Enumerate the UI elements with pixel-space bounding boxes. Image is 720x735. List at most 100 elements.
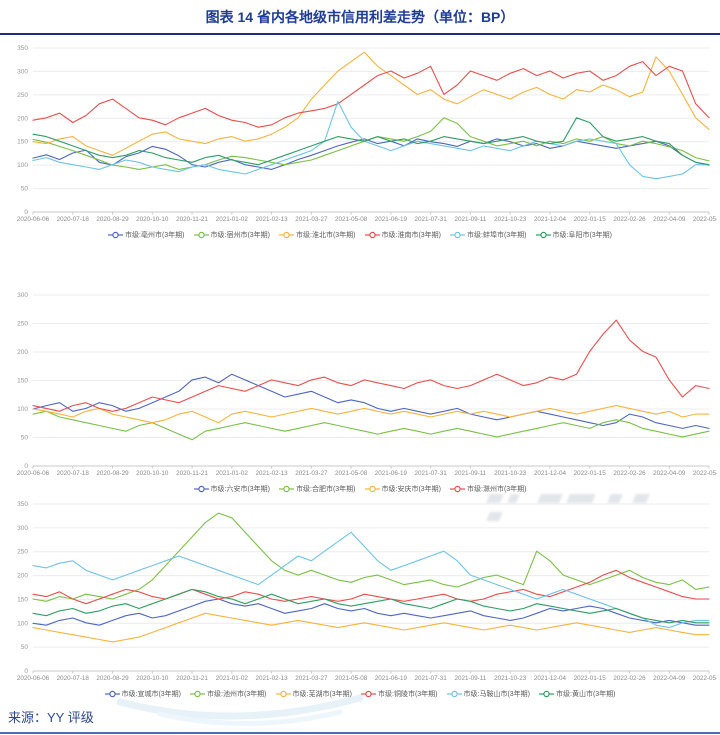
legend-item: 市级:六安市(3年期)	[193, 484, 270, 494]
legend-label: 市级:马鞍山市(3年期)	[463, 691, 531, 698]
chart-north-cities: 0 50 100 150 200 250 300 350 2020-06-06 2020-07-1…	[0, 39, 720, 241]
series-line	[32, 405, 710, 424]
chart-legend: 市级:宣城市(3年期) 市级:池州市(3年期) 市级:芜湖市(3年期) 市级:铜陵市(…	[0, 688, 720, 700]
x-axis-label: 2021-02-13	[255, 675, 288, 682]
x-axis-label: 2020-10-10	[136, 470, 169, 477]
x-axis-label: 2022-01-15	[574, 675, 607, 682]
x-axis-label: 2022-02-26	[613, 470, 646, 477]
bottom-divider	[0, 732, 720, 734]
x-axis-label: 2021-02-13	[255, 470, 288, 477]
legend-marker-icon	[190, 690, 205, 698]
x-axis-label: 2021-01-02	[216, 216, 249, 223]
series-line	[32, 410, 710, 441]
legend-label: 市级:黄山市(3年期)	[556, 691, 616, 698]
legend-label: 市级:阜阳市(3年期)	[552, 232, 613, 239]
x-axis-label: 2021-05-08	[335, 675, 368, 682]
series-line	[32, 598, 710, 626]
series-line	[32, 588, 710, 624]
y-axis-label: 50	[21, 186, 29, 193]
chart-plot-area: 0 50 100 150 200 250 300 2020-06-06 2020-07-18 20…	[0, 288, 720, 479]
legend-marker-icon	[361, 690, 376, 698]
y-axis-label: 50	[21, 644, 29, 651]
series-line	[32, 569, 710, 605]
x-axis-label: 2021-09-11	[455, 675, 487, 682]
legend-label: 市级:淮南市(3年期)	[381, 232, 442, 239]
x-axis-label: 2021-05-08	[335, 470, 368, 477]
legend-marker-icon	[364, 485, 380, 493]
x-axis-label: 2021-03-27	[295, 216, 328, 223]
x-axis-label: 2022-05-21	[693, 470, 717, 477]
x-axis-label: 2020-08-29	[96, 216, 129, 223]
x-axis-label: 2022-02-26	[613, 675, 646, 682]
series-line	[32, 319, 710, 412]
series-line	[32, 117, 710, 166]
x-axis-label: 2022-01-15	[574, 216, 607, 223]
series-line	[32, 100, 710, 180]
y-axis-label: 150	[17, 139, 28, 146]
y-axis-label: 200	[17, 115, 28, 122]
legend-marker-icon	[450, 485, 465, 493]
series-line	[32, 61, 710, 128]
legend-item: 市级:蚌埠市(3年期)	[450, 230, 527, 240]
legend-label: 市级:芜湖市(3年期)	[292, 691, 353, 698]
x-axis-label: 2022-02-26	[613, 216, 646, 223]
chart-legend: 市级:亳州市(3年期) 市级:宿州市(3年期) 市级:淮北市(3年期) 市级:淮南市(…	[0, 229, 720, 241]
legend-label: 市级:合肥市(3年期)	[296, 486, 356, 493]
series-line	[32, 531, 710, 629]
x-axis-label: 2021-10-23	[494, 216, 527, 223]
x-axis-label: 2020-07-18	[57, 216, 90, 223]
legend-item: 市级:合肥市(3年期)	[279, 484, 356, 494]
y-axis-label: 300	[17, 525, 28, 532]
source-text: 来源：YY 评级	[8, 710, 94, 725]
x-axis-label: 2021-05-08	[335, 216, 368, 223]
x-axis-label: 2021-10-23	[494, 470, 527, 477]
x-axis-label: 2021-12-04	[534, 675, 567, 682]
chart-canvas: 0 50 100 150 200 250 300 350 2020-06-06 2020-07-1…	[17, 501, 717, 682]
x-axis-label: 2022-05-21	[693, 675, 717, 682]
x-axis-label: 2020-08-29	[96, 470, 129, 477]
x-axis-label: 2022-05-21	[693, 216, 717, 223]
x-axis-label: 2021-03-27	[295, 675, 328, 682]
y-axis-label: 0	[24, 209, 28, 216]
x-axis-label: 2021-07-31	[415, 470, 448, 477]
legend-label: 市级:蚌埠市(3年期)	[467, 232, 527, 239]
x-axis-label: 2021-12-04	[534, 470, 567, 477]
x-axis-label: 2020-07-18	[57, 470, 90, 477]
y-axis-label: 350	[17, 501, 28, 508]
y-axis-label: 100	[17, 620, 28, 627]
y-axis-label: 0	[24, 463, 28, 470]
legend-item: 市级:池州市(3年期)	[190, 689, 267, 699]
title-divider	[0, 33, 720, 35]
y-axis-label: 100	[17, 162, 28, 169]
y-axis-label: 50	[21, 435, 29, 442]
watermark-logo	[486, 494, 656, 521]
legend-marker-icon	[193, 485, 209, 493]
y-axis-label: 150	[17, 378, 28, 385]
x-axis-label: 2020-08-29	[96, 675, 129, 682]
x-axis-label: 2021-06-19	[375, 675, 408, 682]
x-axis-label: 2021-07-31	[415, 216, 448, 223]
chart-plot-area: 0 50 100 150 200 250 300 350 2020-06-06 2020-07-1…	[0, 39, 720, 225]
legend-marker-icon	[539, 690, 554, 698]
legend-label: 市级:宿州市(3年期)	[210, 232, 271, 239]
legend-marker-icon	[104, 690, 120, 698]
x-axis-label: 2021-06-19	[375, 216, 408, 223]
y-axis-label: 300	[17, 292, 28, 299]
series-line	[32, 138, 710, 170]
x-axis-label: 2020-11-21	[176, 675, 208, 682]
x-axis-label: 2021-09-11	[455, 216, 487, 223]
y-axis-label: 200	[17, 573, 28, 580]
legend-item: 市级:马鞍山市(3年期)	[446, 689, 531, 699]
x-axis-label: 2020-11-21	[176, 216, 208, 223]
series-line	[32, 373, 710, 429]
x-axis-label: 2021-01-02	[216, 675, 249, 682]
y-axis-label: 350	[17, 45, 28, 52]
x-axis-label: 2021-03-27	[295, 470, 328, 477]
legend-marker-icon	[535, 231, 551, 239]
x-axis-label: 2022-04-09	[653, 216, 686, 223]
legend-item: 市级:亳州市(3年期)	[108, 230, 185, 240]
series-line	[32, 612, 710, 643]
legend-label: 市级:安庆市(3年期)	[381, 486, 442, 493]
x-axis-label: 2021-12-04	[534, 216, 567, 223]
legend-label: 市级:淮北市(3年期)	[296, 232, 356, 239]
